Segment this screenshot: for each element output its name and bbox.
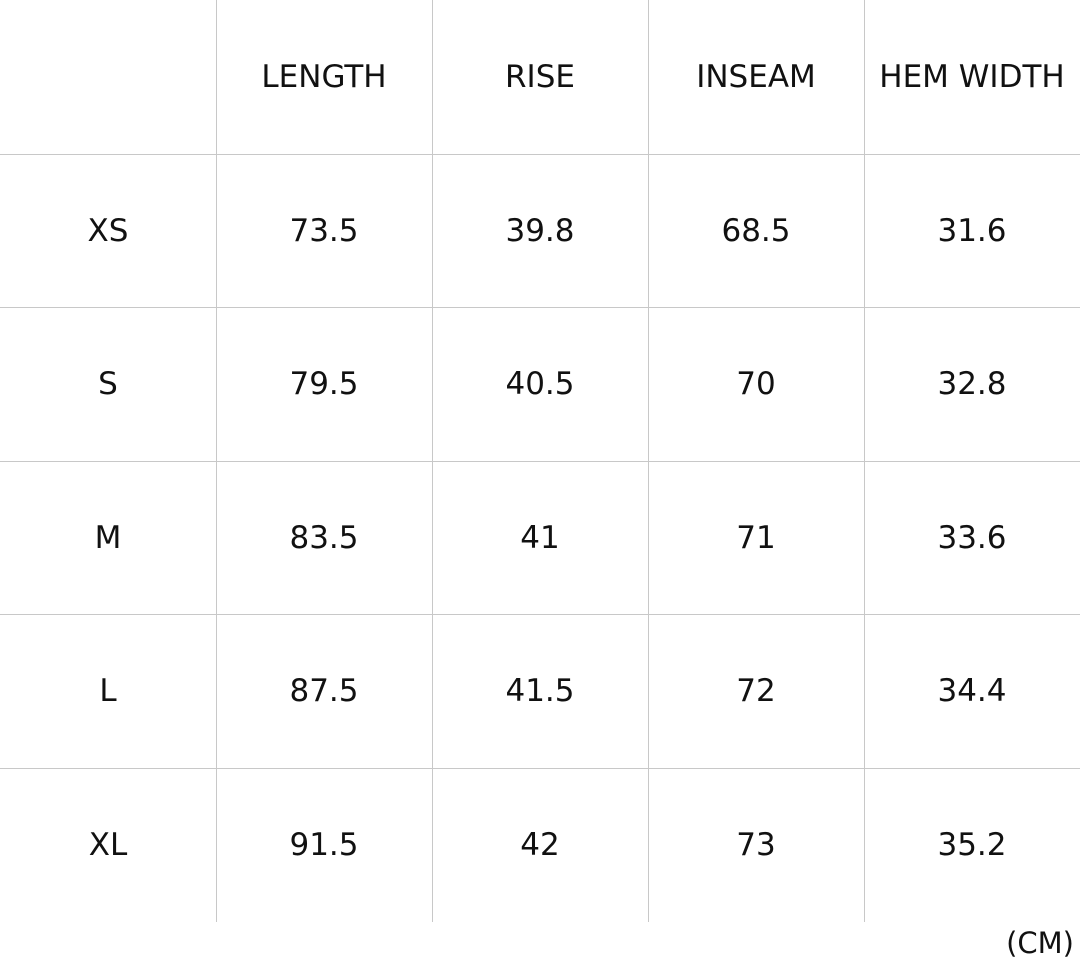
column-header: RISE [505, 59, 575, 95]
size-label: XL [88, 827, 128, 863]
row-divider [0, 307, 1080, 308]
measurement: 41.5 [505, 673, 575, 709]
column-header: INSEAM [696, 59, 816, 95]
measurement: 83.5 [289, 520, 359, 556]
size-label: XS [87, 213, 129, 249]
measurement: 79.5 [289, 366, 359, 402]
measurement: 33.6 [937, 520, 1007, 556]
row-divider [0, 154, 1080, 155]
measurement: 32.8 [937, 366, 1007, 402]
row-divider [0, 768, 1080, 769]
measurement: 91.5 [289, 827, 359, 863]
column-header: HEM WIDTH [879, 59, 1065, 95]
unit-note: (CM) [1006, 926, 1074, 960]
measurement: 68.5 [721, 213, 791, 249]
measurement: 42 [520, 827, 560, 863]
size-label: M [94, 520, 122, 556]
measurement: 87.5 [289, 673, 359, 709]
measurement: 70 [736, 366, 776, 402]
measurement: 71 [736, 520, 776, 556]
measurement: 41 [520, 520, 560, 556]
measurement: 73.5 [289, 213, 359, 249]
column-header: LENGTH [261, 59, 387, 95]
size-label: L [99, 673, 117, 709]
measurement: 39.8 [505, 213, 575, 249]
row-divider [0, 461, 1080, 462]
measurement: 72 [736, 673, 776, 709]
measurement: 73 [736, 827, 776, 863]
row-divider [0, 614, 1080, 615]
measurement: 34.4 [937, 673, 1007, 709]
measurement: 31.6 [937, 213, 1007, 249]
size-label: S [98, 366, 118, 402]
measurement: 35.2 [937, 827, 1007, 863]
measurement: 40.5 [505, 366, 575, 402]
